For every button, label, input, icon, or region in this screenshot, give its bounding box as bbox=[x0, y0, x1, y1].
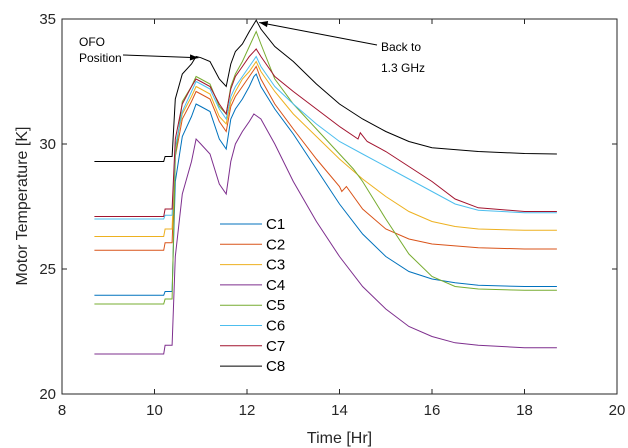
series-line-c1 bbox=[94, 73, 557, 296]
legend-label-c5: C5 bbox=[266, 297, 285, 314]
legend-label-c8: C8 bbox=[266, 358, 285, 375]
x-tick-label: 16 bbox=[424, 402, 441, 419]
x-tick-label: 20 bbox=[609, 402, 626, 419]
x-tick-label: 14 bbox=[331, 402, 348, 419]
annotation-back-line2: 1.3 GHz bbox=[381, 61, 425, 75]
annotation-arrows bbox=[122, 21, 378, 61]
annotation-arrow-back bbox=[259, 21, 378, 46]
legend-label-c6: C6 bbox=[266, 318, 285, 335]
series-line-c6 bbox=[94, 55, 557, 220]
annotation-back-line1: Back to bbox=[381, 40, 421, 54]
series-line-c7 bbox=[94, 48, 557, 217]
x-tick-label: 18 bbox=[516, 402, 533, 419]
y-tick-label: 20 bbox=[39, 386, 56, 403]
x-axis-label: Time [Hr] bbox=[307, 430, 372, 447]
legend-label-c3: C3 bbox=[266, 257, 285, 274]
series-line-c8 bbox=[94, 19, 557, 162]
y-tick-label: 35 bbox=[39, 11, 56, 28]
y-tick-label: 25 bbox=[39, 261, 56, 278]
y-tick-label: 30 bbox=[39, 136, 56, 153]
legend-label-c4: C4 bbox=[266, 277, 285, 294]
annotation-arrow-ofo bbox=[122, 54, 199, 61]
series-line-c5 bbox=[94, 30, 557, 305]
x-tick-label: 12 bbox=[239, 402, 256, 419]
legend-label-c7: C7 bbox=[266, 338, 285, 355]
plot-area bbox=[61, 18, 618, 395]
x-tick-label: 10 bbox=[146, 402, 163, 419]
y-axis-label: Motor Temperature [K] bbox=[14, 127, 31, 286]
annotation-ofo-line2: Position bbox=[79, 51, 122, 65]
legend-label-c1: C1 bbox=[266, 216, 285, 233]
series-line-c2 bbox=[94, 65, 557, 251]
tick-layer: 8 10 12 14 16 18 20 20 25 30 35 bbox=[39, 11, 625, 419]
legend-label-c2: C2 bbox=[266, 236, 285, 253]
annotation-ofo-line1: OFO bbox=[79, 35, 105, 49]
x-tick-label: 8 bbox=[58, 402, 66, 419]
series-line-c4 bbox=[94, 113, 557, 355]
series-layer bbox=[94, 19, 557, 355]
legend: C1 C2 C3 C4 C5 C6 C7 C8 bbox=[220, 216, 285, 375]
